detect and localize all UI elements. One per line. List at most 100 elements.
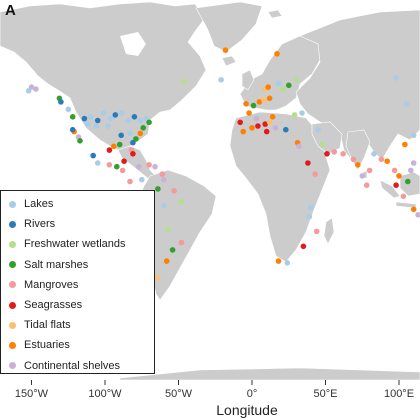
- site-marker: [272, 125, 279, 131]
- site-marker: [58, 99, 64, 105]
- site-marker: [130, 151, 136, 157]
- x-axis-ticks: [31, 380, 400, 385]
- site-marker: [299, 110, 305, 116]
- site-marker: [265, 84, 272, 90]
- legend-label: Estuaries: [24, 339, 70, 352]
- site-marker: [391, 167, 398, 174]
- legend-label: Seagrasses: [24, 299, 83, 312]
- site-marker: [266, 95, 273, 102]
- legend-marker: [9, 362, 16, 370]
- site-marker: [90, 152, 96, 159]
- site-marker: [324, 151, 330, 157]
- legend-label: Mangroves: [24, 278, 79, 291]
- uk-landmass: [241, 69, 255, 91]
- site-marker: [319, 141, 326, 148]
- legend: Lakes Rivers Freshwater wetlands Salt marsh…: [0, 190, 155, 374]
- site-marker: [263, 128, 270, 135]
- site-marker: [315, 126, 321, 133]
- antarctica-landmass: [119, 367, 420, 381]
- site-marker: [280, 86, 286, 92]
- site-marker: [293, 77, 299, 83]
- site-marker: [108, 115, 114, 122]
- site-marker: [393, 75, 399, 81]
- site-marker: [355, 162, 361, 168]
- site-marker: [131, 114, 138, 120]
- site-marker: [84, 121, 91, 127]
- site-marker: [243, 101, 249, 107]
- site-marker: [169, 247, 176, 253]
- site-marker: [300, 243, 307, 250]
- site-marker: [178, 239, 185, 246]
- legend-label: Freshwater wetlands: [24, 238, 126, 251]
- site-marker: [94, 160, 101, 166]
- site-marker: [118, 132, 124, 139]
- legend-label: Salt marshes: [24, 258, 89, 271]
- site-marker: [65, 106, 72, 113]
- site-marker: [130, 139, 136, 146]
- site-marker: [255, 123, 261, 129]
- site-marker: [296, 143, 302, 150]
- site-marker: [121, 158, 127, 164]
- site-marker: [312, 171, 319, 177]
- site-marker: [371, 151, 377, 157]
- legend-item: Tidal flats: [1, 315, 154, 335]
- site-marker: [340, 151, 346, 157]
- site-marker: [331, 149, 338, 155]
- legend-label: Continental shelves: [24, 359, 121, 372]
- site-marker: [350, 156, 357, 163]
- x-axis-label: Longitude: [216, 402, 278, 418]
- site-marker: [275, 258, 282, 264]
- site-marker: [261, 97, 267, 103]
- legend-item: Seagrasses: [1, 295, 154, 315]
- site-marker: [363, 182, 370, 188]
- site-marker: [274, 51, 280, 57]
- site-marker: [106, 147, 113, 153]
- site-marker: [25, 88, 32, 94]
- x-axis-tick-label: 50°W: [164, 388, 193, 400]
- europe-landmass: [239, 35, 321, 111]
- madagascar-landmass: [323, 217, 335, 245]
- site-marker: [269, 114, 276, 120]
- site-marker: [410, 160, 417, 166]
- site-marker: [266, 119, 273, 126]
- legend-marker: [9, 301, 16, 309]
- site-marker: [133, 136, 139, 142]
- site-marker: [400, 193, 407, 200]
- site-marker: [77, 138, 83, 144]
- site-marker: [415, 212, 420, 218]
- site-marker: [246, 110, 252, 116]
- site-marker: [69, 114, 76, 120]
- site-marker: [275, 80, 282, 87]
- x-axis-tick-label: 100°W: [88, 388, 122, 400]
- site-marker: [408, 167, 414, 174]
- x-axis-tick-label: 50°E: [313, 388, 338, 400]
- site-marker: [125, 117, 132, 124]
- site-marker: [393, 182, 399, 188]
- site-marker: [284, 260, 291, 266]
- site-marker: [218, 77, 224, 83]
- site-marker: [114, 163, 120, 170]
- legend-item: Continental shelves: [1, 356, 154, 376]
- hudson-bay: [120, 32, 146, 56]
- legend-marker: [9, 321, 16, 329]
- panel-letter: A: [5, 2, 16, 19]
- site-marker: [139, 176, 145, 183]
- site-marker: [118, 110, 124, 116]
- site-marker: [283, 126, 289, 133]
- site-marker: [155, 186, 161, 192]
- site-marker: [171, 188, 177, 194]
- site-marker: [396, 173, 402, 179]
- africa-landmass: [229, 111, 331, 263]
- site-marker: [152, 163, 158, 170]
- site-marker: [384, 158, 391, 164]
- site-marker: [240, 128, 246, 135]
- site-marker: [237, 119, 243, 126]
- north-america-landmass: [0, 1, 207, 151]
- site-marker: [87, 114, 94, 120]
- legend-marker: [9, 281, 16, 289]
- site-marker: [222, 47, 229, 53]
- legend-marker: [9, 200, 16, 208]
- greenland-landmass: [195, 1, 263, 53]
- x-axis-tick-label: 0°: [246, 388, 258, 400]
- site-marker: [253, 115, 260, 122]
